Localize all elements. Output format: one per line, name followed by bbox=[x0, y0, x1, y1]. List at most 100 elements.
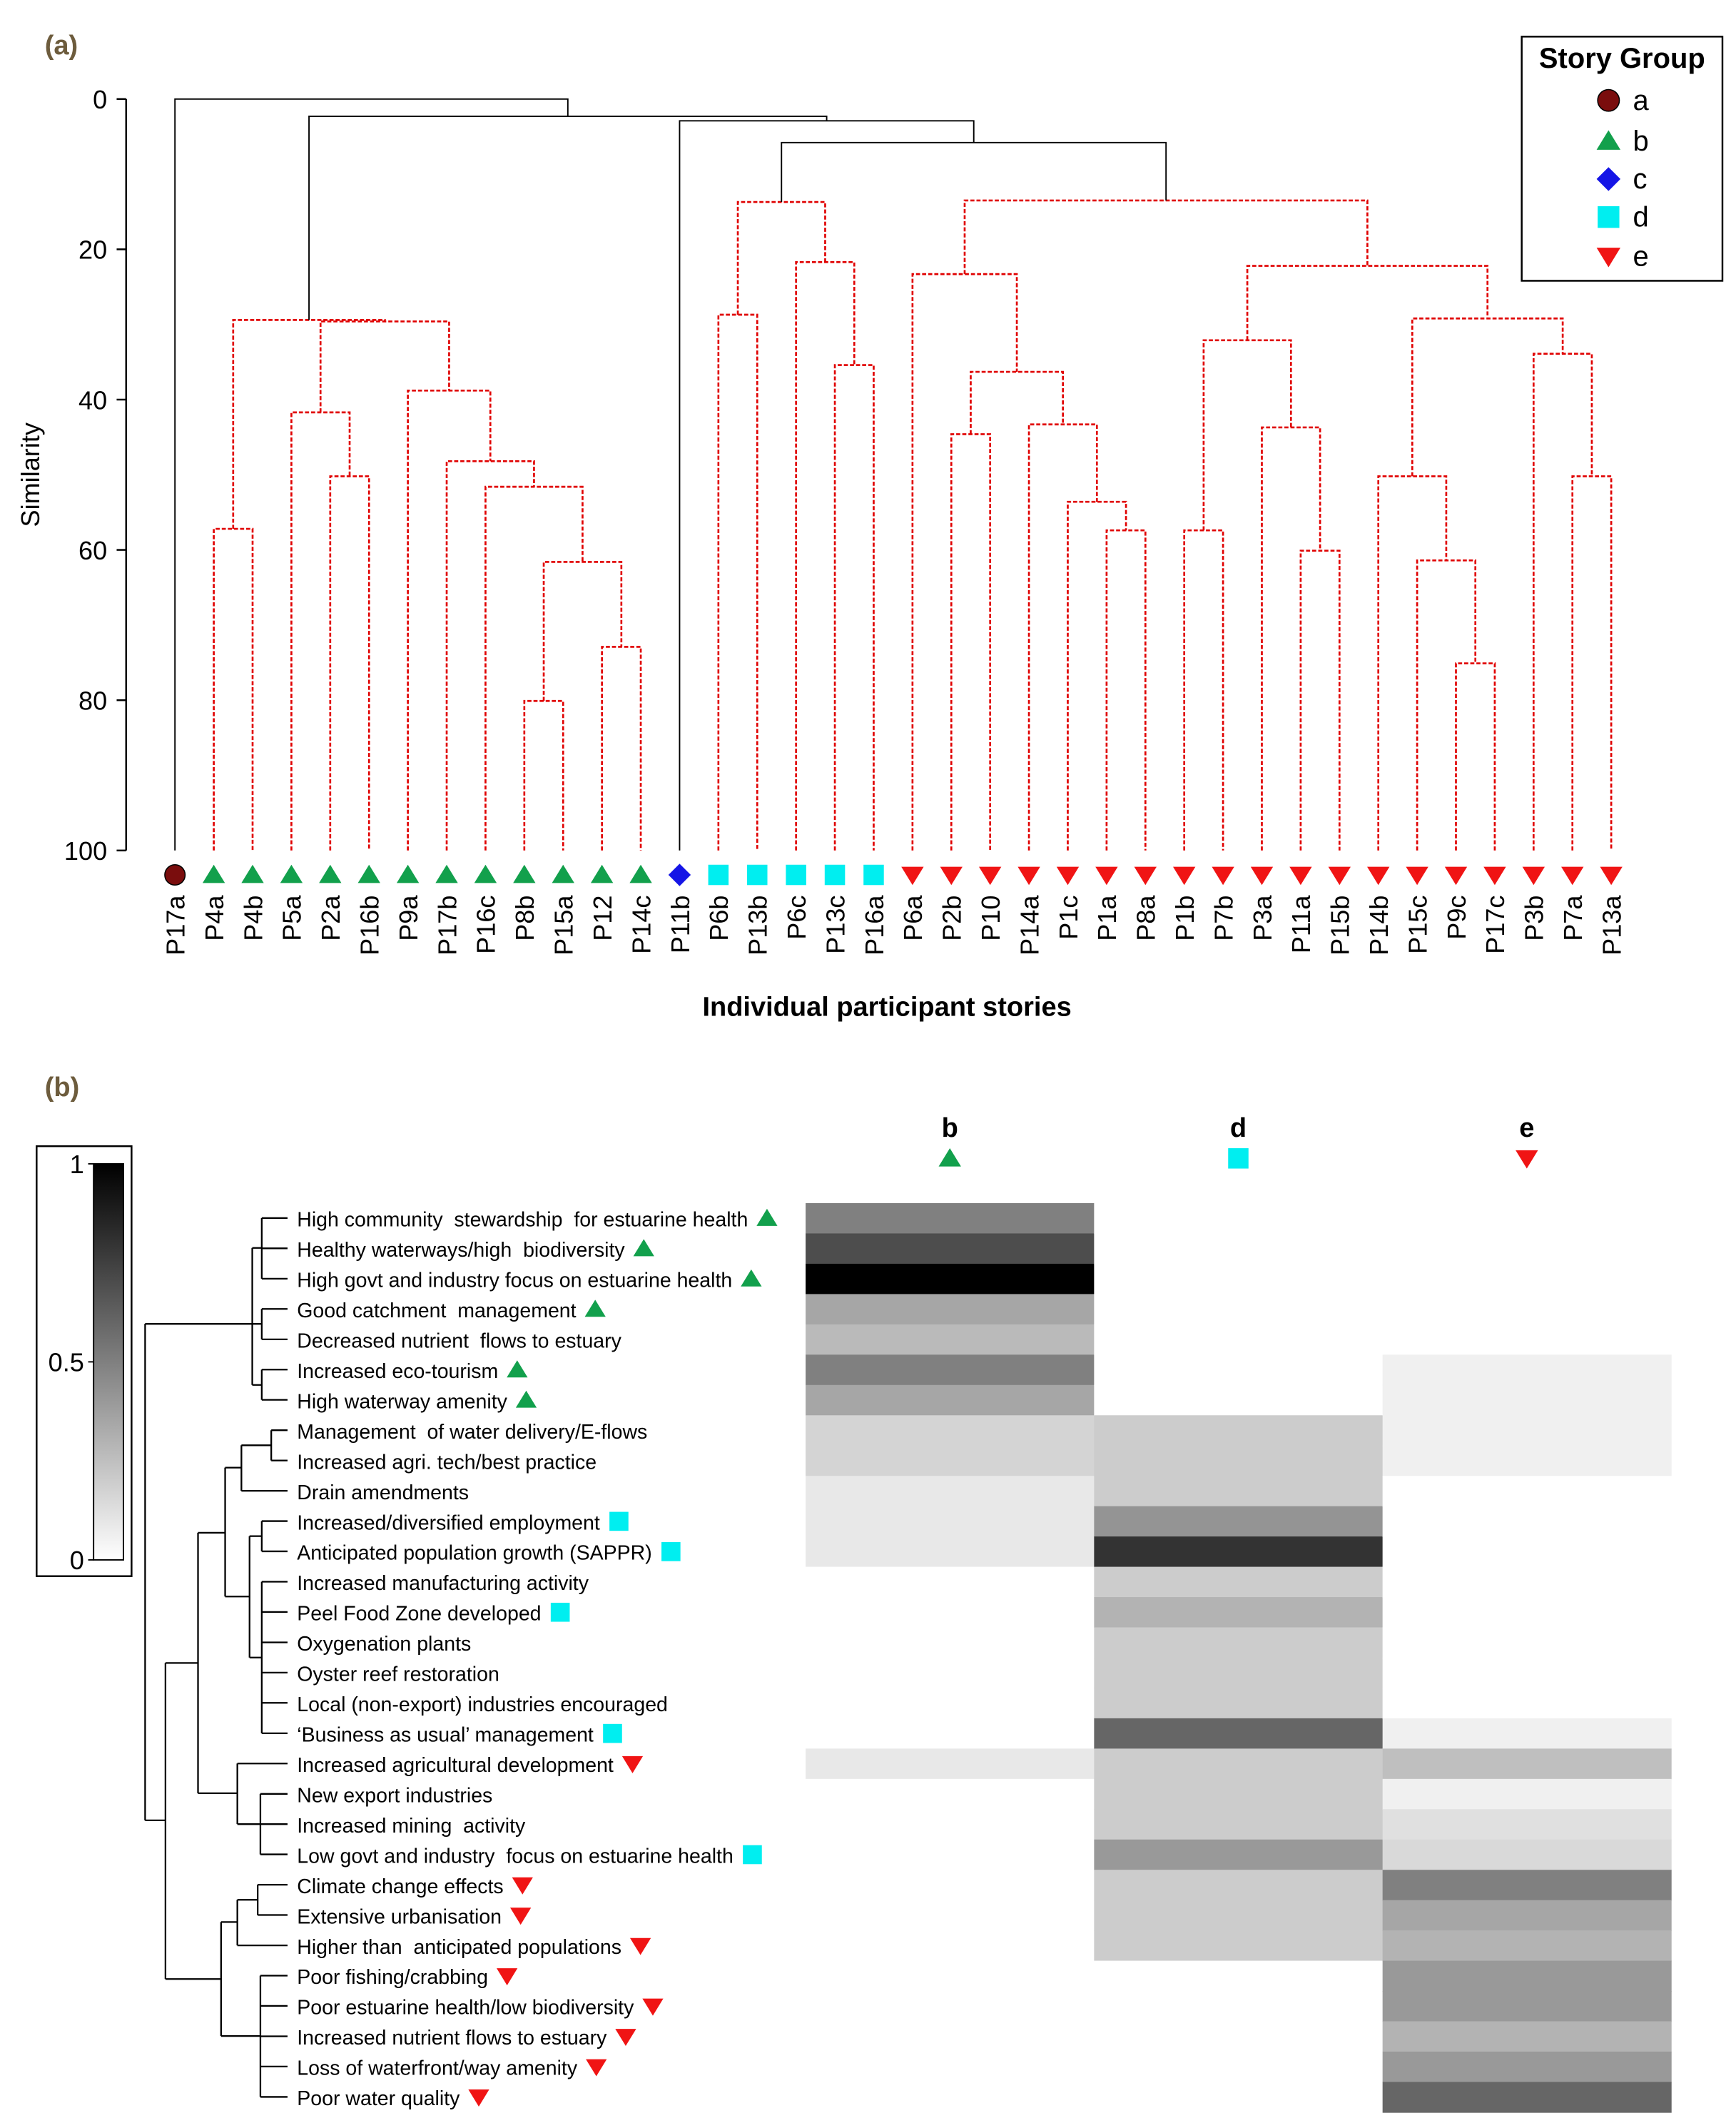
heatmap-cell bbox=[1382, 1506, 1672, 1537]
legend-marker bbox=[1597, 88, 1620, 112]
column-marker bbox=[938, 1148, 961, 1167]
row-marker bbox=[512, 1877, 533, 1895]
heatmap-cell bbox=[806, 1566, 1095, 1598]
heatmap-cell bbox=[1094, 1384, 1384, 1417]
row-label: Increased manufacturing activity bbox=[297, 1572, 589, 1595]
x-tick-label: P8b bbox=[510, 896, 539, 941]
x-axis-label: Individual participant stories bbox=[702, 993, 1071, 1023]
x-tick-label: P1c bbox=[1054, 896, 1083, 940]
heatmap-cell bbox=[1382, 1536, 1672, 1568]
heatmap-cell bbox=[806, 1809, 1095, 1840]
row-label: Climate change effects bbox=[297, 1875, 503, 1898]
row-label: Increased eco-tourism bbox=[297, 1360, 498, 1383]
x-tick-label: P6a bbox=[898, 895, 928, 941]
heatmap-cell bbox=[1382, 1476, 1672, 1507]
x-tick-label: P2a bbox=[316, 895, 345, 941]
leaf-marker bbox=[863, 864, 884, 886]
heatmap-cell bbox=[1094, 1354, 1384, 1386]
dendrogram-link bbox=[290, 411, 351, 851]
leaf-marker bbox=[357, 864, 380, 883]
panel-label: (b) bbox=[45, 1073, 80, 1103]
dendrogram-link bbox=[1261, 426, 1321, 851]
row-label: Drain amendments bbox=[297, 1481, 469, 1504]
heatmap-cell bbox=[1382, 1960, 1672, 1992]
heatmap-cell bbox=[1094, 1415, 1384, 1446]
dendrogram-link bbox=[1183, 529, 1224, 851]
leaf-marker bbox=[1212, 866, 1234, 886]
y-axis-label: Similarity bbox=[16, 422, 45, 527]
heatmap-cell bbox=[1382, 2021, 1672, 2052]
x-tick-label: P6b bbox=[704, 896, 734, 941]
heatmap-cell bbox=[1382, 1991, 1672, 2022]
row-label: Loss of waterfront/way amenity bbox=[297, 2057, 578, 2080]
x-tick-label: P7b bbox=[1209, 896, 1238, 941]
legend-label: a bbox=[1633, 85, 1650, 116]
leaf-marker bbox=[202, 864, 225, 883]
row-label: Higher than anticipated populations bbox=[297, 1936, 621, 1959]
heatmap-cell bbox=[806, 1960, 1095, 1992]
heatmap-cell bbox=[806, 1778, 1095, 1810]
row-label: High waterway amenity bbox=[297, 1390, 507, 1413]
dendrogram-link bbox=[213, 527, 254, 851]
y-tick-label: 0 bbox=[93, 85, 107, 114]
heatmap-cell bbox=[806, 1839, 1095, 1870]
row-label: Increased agri. tech/best practice bbox=[297, 1451, 597, 1474]
dendrogram-link bbox=[445, 460, 535, 851]
column-header: e bbox=[1519, 1113, 1534, 1143]
heatmap-cell bbox=[1094, 1263, 1384, 1295]
heatmap-cell bbox=[1382, 1718, 1672, 1750]
heatmap-cell bbox=[806, 1354, 1095, 1386]
heatmap-cell bbox=[1382, 1384, 1672, 1417]
row-dendrogram bbox=[144, 1217, 288, 2098]
row-label: New export industries bbox=[297, 1784, 492, 1807]
leaf-marker bbox=[1522, 866, 1545, 886]
y-tick-label: 80 bbox=[78, 686, 107, 716]
row-label: High community stewardship for estuarine… bbox=[297, 1209, 748, 1232]
heatmap-cell bbox=[1094, 1960, 1384, 1992]
heatmap-cell bbox=[1382, 1778, 1672, 1810]
heatmap-cell bbox=[806, 1384, 1095, 1417]
legend-label: d bbox=[1633, 201, 1649, 233]
x-tick-label: P11a bbox=[1286, 895, 1316, 954]
heatmap-cell bbox=[806, 1627, 1095, 1658]
row-label: Peel Food Zone developed bbox=[297, 1603, 541, 1626]
heatmap-cell bbox=[1382, 1354, 1672, 1386]
heatmap-cell bbox=[1094, 1506, 1384, 1537]
dendrogram-link bbox=[781, 141, 1167, 203]
row-label: Poor fishing/crabbing bbox=[297, 1966, 488, 1989]
leaf-marker bbox=[940, 866, 963, 886]
dendrogram-link bbox=[319, 320, 450, 412]
heatmap-cell bbox=[806, 1294, 1095, 1325]
x-tick-label: P5a bbox=[278, 895, 307, 941]
leaf-marker bbox=[280, 864, 303, 883]
row-marker bbox=[510, 1907, 532, 1925]
heatmap-cell bbox=[806, 1597, 1095, 1628]
heatmap-cell bbox=[806, 1233, 1095, 1265]
leaf-marker bbox=[435, 864, 458, 883]
dendrogram-link bbox=[679, 120, 975, 851]
dendrogram-link bbox=[970, 370, 1065, 435]
dendrogram-link bbox=[911, 273, 1018, 851]
x-tick-label: P9a bbox=[394, 895, 423, 941]
row-label: Decreased nutrient flows to estuary bbox=[297, 1329, 621, 1352]
dendrogram-link bbox=[1532, 353, 1593, 851]
heatmap-cell bbox=[806, 1536, 1095, 1568]
leaf-marker bbox=[1056, 866, 1080, 886]
leaf-marker bbox=[824, 864, 846, 886]
leaf-marker bbox=[396, 864, 420, 883]
dendrogram-link bbox=[1202, 339, 1292, 531]
heatmap-cell bbox=[1382, 1930, 1672, 1962]
heatmap-cell bbox=[1382, 1839, 1672, 1870]
heatmap-cell bbox=[1094, 1748, 1384, 1780]
x-tick-label: P16b bbox=[355, 896, 385, 956]
leaf-marker bbox=[1250, 866, 1274, 886]
leaf-marker bbox=[1173, 866, 1196, 886]
heatmap-cell bbox=[1094, 1445, 1384, 1476]
row-marker bbox=[507, 1360, 528, 1378]
row-marker bbox=[629, 1937, 651, 1955]
dendrogram-link bbox=[174, 98, 569, 851]
heatmap-cell bbox=[1382, 1597, 1672, 1628]
dendrogram-link bbox=[1027, 423, 1098, 851]
leaf-marker bbox=[746, 864, 768, 886]
